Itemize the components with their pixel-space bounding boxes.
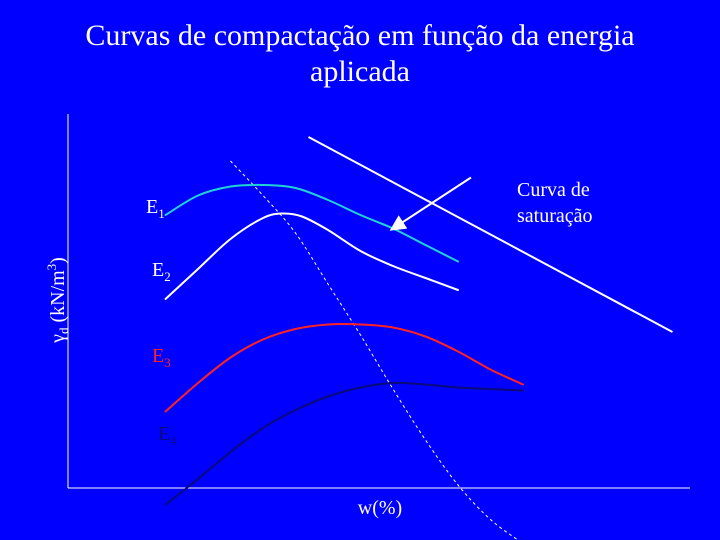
series-label-e2: E2 — [152, 259, 171, 284]
saturation-label-line-1: Curva de — [517, 179, 590, 201]
chart-title-line-2: aplicada — [310, 55, 410, 88]
y-axis-label: γd (kN/m3) — [44, 257, 71, 344]
compaction-curve-e2 — [164, 212, 459, 300]
saturation-label-line-2: saturação — [517, 205, 593, 227]
series-label-e2-sub: 2 — [164, 269, 171, 284]
saturation-arrow — [389, 176, 472, 231]
x-axis-label: w(%) — [358, 497, 402, 519]
saturation-label: Curva de saturação — [517, 179, 593, 227]
y-axis-label-subscript: d — [56, 327, 71, 334]
series-label-e3: E3 — [152, 345, 171, 370]
chart-title: Curvas de compactação em função da energ… — [0, 18, 720, 90]
compaction-curve-e1 — [164, 183, 459, 263]
y-axis-label-unit: (kN/m — [47, 270, 69, 328]
compaction-curve-e4 — [164, 381, 524, 506]
optimum-line — [230, 160, 519, 540]
series-label-e1-main: E — [146, 196, 158, 218]
series-label-e4-main: E — [158, 423, 170, 445]
y-axis-label-close: ) — [47, 257, 69, 264]
series-label-e4: E4 — [158, 423, 177, 448]
series-label-e3-main: E — [152, 345, 164, 367]
series-label-e1-sub: 1 — [158, 206, 165, 221]
saturation-curve — [308, 136, 673, 333]
compaction-curve-e3 — [164, 323, 524, 413]
series-label-e3-sub: 3 — [164, 355, 171, 370]
series-label-e4-sub: 4 — [170, 433, 177, 448]
series-label-e1: E1 — [146, 196, 165, 221]
y-axis-label-symbol: γ — [47, 334, 69, 344]
series-label-e2-main: E — [152, 259, 164, 281]
chart-title-line-1: Curvas de compactação em função da energ… — [85, 19, 635, 52]
plot-area — [164, 136, 673, 540]
y-axis-label-superscript: 3 — [44, 264, 59, 271]
